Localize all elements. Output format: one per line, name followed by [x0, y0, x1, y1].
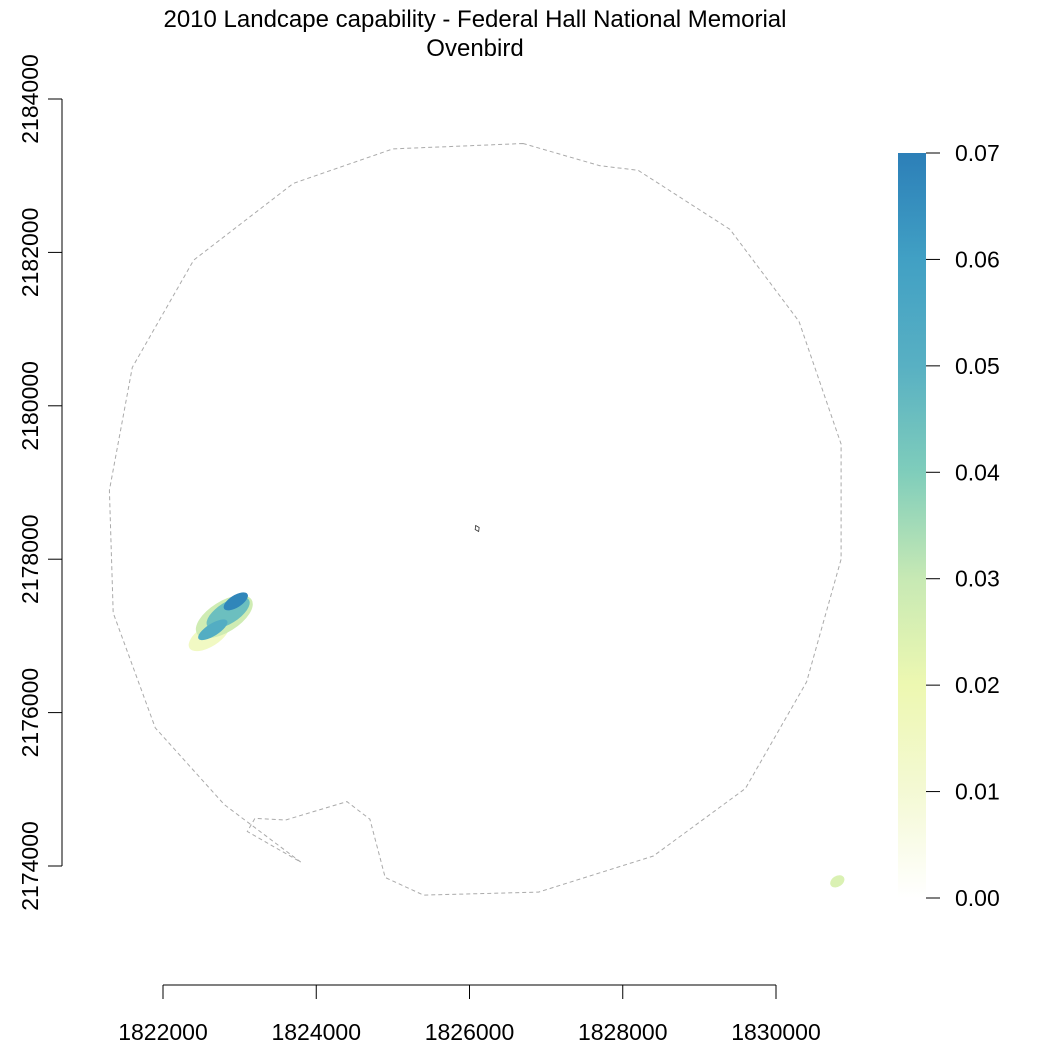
memorial-site	[474, 524, 480, 533]
x-axis: 1822000 1824000 1826000 1828000 1830000	[118, 984, 821, 1045]
colorbar-tick-label: 0.02	[955, 672, 1000, 698]
y-tick-label: 2178000	[17, 514, 43, 604]
habitat-patches	[188, 592, 845, 888]
colorbar-tick-label: 0.05	[955, 353, 1000, 379]
colorbar-tick-label: 0.01	[955, 779, 1000, 805]
study-area-boundary	[108, 142, 842, 896]
memorial-site-marker	[474, 524, 480, 533]
y-tick-label: 2184000	[17, 54, 43, 144]
x-tick-label: 1822000	[118, 1019, 208, 1045]
x-tick-label: 1824000	[271, 1019, 361, 1045]
colorbar-tick-label: 0.06	[955, 246, 1000, 272]
y-tick-label: 2174000	[17, 821, 43, 911]
colorbar-tick-label: 0.03	[955, 566, 1000, 592]
colorbar-tick-label: 0.04	[955, 459, 1000, 485]
colorbar-ticks: 0.00 0.01 0.02 0.03 0.04 0.05 0.06 0.07	[926, 140, 1000, 911]
x-tick-label: 1828000	[578, 1019, 668, 1045]
habitat-patch-4	[198, 619, 228, 641]
y-axis: 2174000 2176000 2178000 2180000 2182000 21840…	[17, 54, 63, 911]
x-tick-label: 1826000	[425, 1019, 515, 1045]
y-tick-label: 2176000	[17, 668, 43, 758]
x-tick-label: 1830000	[731, 1019, 821, 1045]
colorbar	[898, 153, 926, 898]
colorbar-tick-label: 0.07	[955, 140, 1000, 166]
y-tick-label: 2180000	[17, 361, 43, 451]
habitat-patch-5	[223, 592, 248, 611]
chart-subtitle: Ovenbird	[426, 35, 523, 62]
chart-title: 2010 Landcape capability - Federal Hall …	[163, 6, 786, 33]
colorbar-tick-label: 0.00	[955, 885, 1000, 911]
habitat-patch-6	[830, 875, 845, 888]
y-tick-label: 2182000	[17, 208, 43, 298]
